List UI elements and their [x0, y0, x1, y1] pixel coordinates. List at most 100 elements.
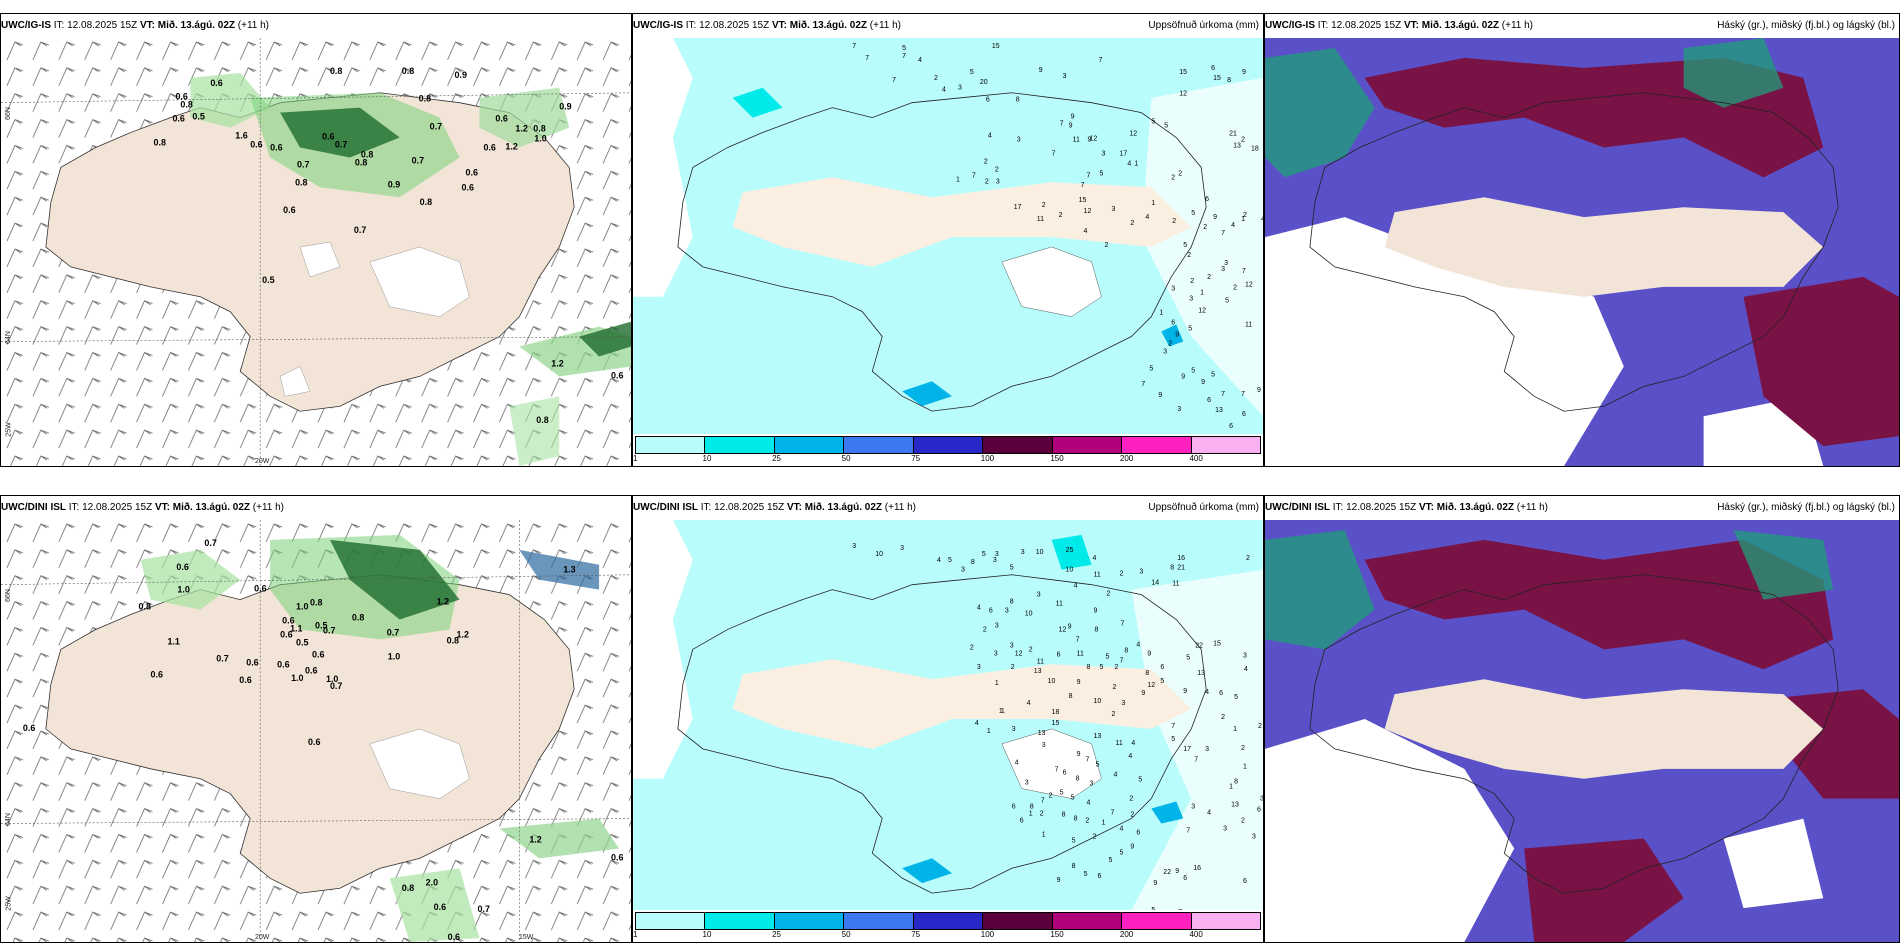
precip-value-label: 13 [1034, 668, 1042, 675]
precip-value-label: 11 [1115, 740, 1122, 747]
precip-value-label: 15 [1213, 75, 1221, 82]
clear-sky [1265, 719, 1515, 942]
colorbar-label: 100 [980, 930, 995, 939]
precip-value-label: 11 [1172, 581, 1179, 588]
precip-colorbar: 1 10 25 50 75 100 150 200 400 [633, 912, 1263, 942]
wind-value-label: 0.7 [323, 625, 335, 635]
precip-value-label: 13 [1231, 802, 1239, 809]
precip-value-label: 3 [993, 557, 997, 564]
colorbar-label: 50 [841, 930, 851, 939]
wind-value-label: 1.0 [177, 585, 189, 595]
colorbar-swatch [774, 913, 845, 929]
precip-value-label: 12 [1129, 131, 1137, 138]
precip-value-label: 2 [1241, 745, 1245, 752]
wind-value-label: 0.8 [533, 124, 545, 134]
wind-value-label: 1.2 [457, 629, 469, 639]
precip-value-label: 6 [1211, 65, 1215, 72]
precip-value-label: 2 [1187, 252, 1191, 259]
precip-value-label: 10 [1036, 549, 1044, 556]
panel-header: UWC/DINI ISL IT: 12.08.2025 15Z VT: Mið.… [633, 502, 917, 513]
axis-label-lat64: 64N [4, 331, 12, 344]
precip-value-label: 9 [1130, 843, 1134, 850]
graticule [1, 92, 631, 103]
wind-value-label: 0.8 [154, 138, 166, 148]
precip-value-label: 12 [1015, 650, 1023, 657]
precip-value-label: 25 [1066, 547, 1074, 554]
precip-value-label: 4 [1119, 825, 1123, 832]
precip-value-label: 7 [1186, 827, 1190, 834]
precip-cell [1161, 324, 1184, 347]
panel-cloud-igis: UWC/IG-IS IT: 12.08.2025 15Z VT: Mið. 13… [1264, 13, 1900, 467]
precip-value-label: 4 [1207, 809, 1211, 816]
precip-value-label: 9 [1153, 880, 1157, 887]
precip-value-label: 14 [1151, 580, 1159, 587]
wind-value-label: 2.0 [426, 877, 438, 887]
precip-value-label: 6 [1207, 397, 1211, 404]
panel-header: UWC/DINI ISL IT: 12.08.2025 15Z VT: Mið.… [1265, 502, 1549, 513]
precip-value-label: 4 [1205, 689, 1209, 696]
precip-value-label: 3 [1224, 260, 1228, 267]
precip-value-label: 5 [1151, 907, 1155, 910]
precip-value-label: 5 [1096, 762, 1100, 769]
precip-value-label: 2 [1203, 224, 1207, 231]
wind-shade [280, 107, 400, 158]
glacier [369, 728, 470, 799]
axis-label-lat64: 64N [4, 813, 12, 826]
precip-value-label: 8 [1072, 863, 1076, 870]
axis-label-lon15: 15W [519, 934, 534, 941]
colorbar-swatch [913, 913, 984, 929]
precip-value-label: 9 [1175, 331, 1179, 338]
precip-value-label: 7 [1099, 57, 1103, 64]
wind-value-label: 0.7 [387, 627, 399, 637]
precip-value-label: 5 [1151, 119, 1155, 126]
precip-value-label: 12 [1084, 208, 1092, 215]
precip-value-label: 5 [982, 551, 986, 558]
wind-value-label: 0.7 [412, 155, 424, 165]
wind-value-label: 1.2 [529, 834, 541, 844]
panel-wind-dini: UWC/DINI ISL IT: 12.08.2025 15Z VT: Mið.… [0, 495, 632, 943]
precip-value-label: 6 [1183, 875, 1187, 882]
precip-value-label: 7 [1171, 723, 1175, 730]
precip-value-label: 8 [1087, 664, 1091, 671]
precip-value-label: 18 [1052, 709, 1060, 716]
wind-value-label: 0.8 [402, 883, 414, 893]
precip-value-label: 8 [1227, 77, 1231, 84]
precip-value-label: 1 [987, 728, 991, 735]
precip-value-label: 4 [1244, 666, 1248, 673]
precip-value-label: 9 [1141, 690, 1145, 697]
precip-value-label: 7 [1060, 121, 1064, 128]
precip-value-label: 5 [1149, 365, 1153, 372]
precip-value-label: 2 [1130, 220, 1134, 227]
wind-value-label: 0.6 [250, 139, 262, 149]
precip-value-label: 3 [1189, 296, 1193, 303]
colorbar-label: 400 [1189, 930, 1203, 939]
colorbar-labels: 1 10 25 50 75 100 150 200 400 [633, 930, 1261, 940]
mid-cloud [1265, 47, 1375, 178]
wind-value-label: 0.8 [361, 149, 373, 159]
precip-value-label: 12 [1198, 308, 1206, 315]
precip-value-label: 2 [1111, 711, 1115, 718]
precip-value-label: 2 [1042, 202, 1046, 209]
precip-cell [902, 381, 952, 407]
precip-value-labels: 7577472341552068937151256158910623352211… [852, 43, 1263, 430]
precip-value-label: 3 [1221, 266, 1225, 273]
precip-value-label: 7 [902, 53, 906, 60]
wind-value-label: 0.7 [354, 225, 366, 235]
precip-value-label: 6 [1057, 651, 1061, 658]
panel-title: Háský (gr.), miðský (fj.bl.) og lágský (… [1717, 20, 1895, 31]
glacier [1001, 728, 1102, 799]
precip-value-label: 4 [1015, 760, 1019, 767]
wind-value-label: 0.6 [434, 902, 446, 912]
axis-label-lat66: 66N [4, 589, 12, 602]
wind-map-svg: 0.70.61.0 0.60.81.10.60.7 0.60.60.61.0 0.80… [1, 520, 631, 942]
precip-value-label: 3 [995, 551, 999, 558]
precip-value-label: 6 [1020, 817, 1024, 824]
precip-value-label: 9 [1183, 688, 1187, 695]
iceland-coastline [1309, 574, 1839, 894]
colorbar-swatch [983, 437, 1053, 453]
precip-value-label: 4 [1127, 160, 1131, 167]
precip-value-label: 15 [1052, 720, 1060, 727]
precip-value-label: 1 [1042, 831, 1046, 838]
precip-value-label: 7 [865, 55, 869, 62]
axis-label-lon25: 25W [5, 896, 13, 911]
